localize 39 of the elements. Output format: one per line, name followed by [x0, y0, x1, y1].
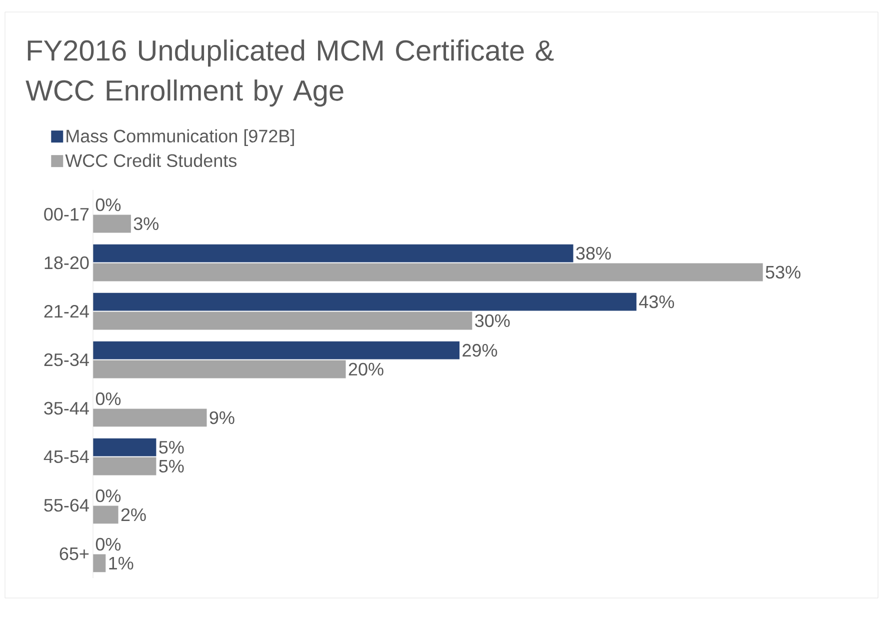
data-label: 3%: [134, 217, 158, 230]
bar: [93, 341, 460, 360]
data-label: 5%: [159, 460, 184, 473]
data-label: 53%: [766, 266, 800, 279]
bar: [93, 408, 207, 427]
y-tick-label: 55-64: [44, 498, 89, 512]
bar: [93, 506, 118, 524]
bar: [93, 312, 472, 330]
data-label: 0%: [96, 538, 121, 551]
data-label: 0%: [96, 489, 121, 502]
y-tick-label: 18-20: [44, 256, 89, 270]
data-label: 29%: [462, 344, 498, 357]
bar: [93, 214, 131, 233]
chart-title: FY2016 Unduplicated MCM Certificate & WCC Enrollment by Age: [26, 40, 554, 107]
bar: [93, 244, 574, 262]
data-label: 1%: [109, 556, 134, 570]
bar: [93, 457, 156, 476]
data-label: 0%: [96, 198, 121, 212]
bar: [93, 438, 156, 456]
legend-label: Mass Communication [972B]: [66, 129, 294, 146]
bar: [93, 292, 636, 311]
data-label: 43%: [639, 295, 674, 308]
y-tick-label: 35-44: [44, 402, 89, 415]
data-label: 38%: [576, 246, 611, 260]
data-label: 20%: [348, 362, 384, 376]
y-tick-label: 45-54: [44, 450, 89, 464]
data-label: 2%: [121, 508, 146, 522]
data-label: 9%: [210, 411, 234, 424]
bar: [93, 263, 763, 282]
y-tick-label: 00-17: [44, 208, 89, 221]
bar: [93, 360, 346, 378]
y-tick-label: 25-34: [44, 353, 89, 366]
y-tick-label: 65+: [60, 547, 89, 560]
data-label: 30%: [475, 314, 510, 328]
legend-label: WCC Credit Students: [65, 154, 237, 168]
bar: [93, 554, 106, 572]
data-label: 0%: [96, 392, 121, 406]
y-tick-label: 21-24: [44, 304, 89, 318]
data-label: 5%: [159, 440, 184, 454]
